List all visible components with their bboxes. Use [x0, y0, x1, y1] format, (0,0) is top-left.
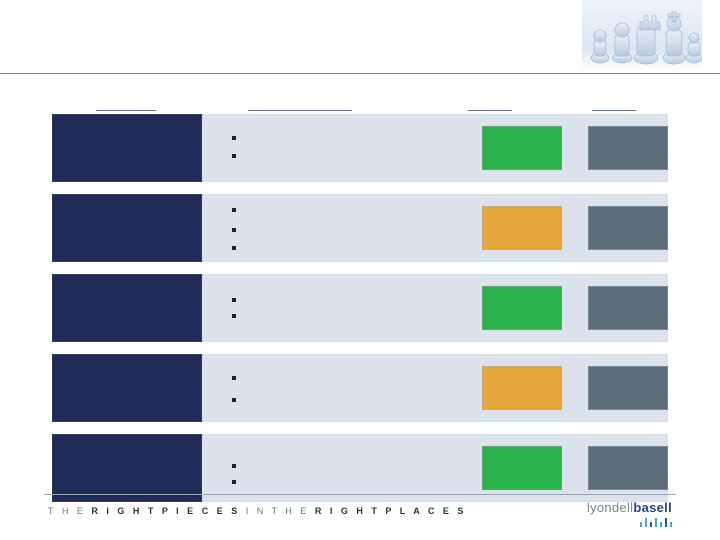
bullet-icon [232, 154, 236, 158]
category-cell [52, 274, 202, 342]
company-logo: lyondellbasell [587, 500, 672, 515]
column-header-underline [248, 110, 352, 111]
bullet-icon [232, 298, 236, 302]
column-header-underline [592, 110, 636, 111]
table-row [52, 114, 668, 182]
category-cell [52, 354, 202, 422]
tagline-part: I N T H E [246, 506, 315, 516]
tagline-part: R I G H T P I E C E S [91, 506, 245, 516]
bullet-icon [232, 464, 236, 468]
category-cell [52, 434, 202, 502]
bullet-icon [232, 246, 236, 250]
bullet-icon [232, 314, 236, 318]
column-header-underline [96, 110, 156, 111]
logo-part-bold: basell [633, 500, 672, 515]
table-row [52, 274, 668, 342]
tagline-part: T H E [48, 506, 91, 516]
bullet-icon [232, 398, 236, 402]
bullet-cell [202, 114, 476, 182]
status-box [482, 206, 562, 250]
logo-tick-marks [640, 518, 672, 527]
status-box [482, 366, 562, 410]
bullet-icon [232, 208, 236, 212]
secondary-box [588, 366, 668, 410]
secondary-box [588, 286, 668, 330]
table-row [52, 354, 668, 422]
category-cell [52, 194, 202, 262]
table-row [52, 194, 668, 262]
secondary-box [588, 206, 668, 250]
column-header-underlines [52, 104, 668, 114]
table-row [52, 434, 668, 502]
chess-pieces-decoration [582, 0, 702, 70]
bullet-icon [232, 376, 236, 380]
bullet-icon [232, 228, 236, 232]
bullet-icon [232, 136, 236, 140]
status-box [482, 446, 562, 490]
logo-part-light: lyondell [587, 500, 633, 515]
assessment-table [52, 104, 668, 502]
header-rule [0, 73, 720, 74]
bullet-cell [202, 274, 476, 342]
bullet-cell [202, 354, 476, 422]
secondary-box [588, 446, 668, 490]
status-box [482, 126, 562, 170]
column-header-underline [468, 110, 512, 111]
footer-rule [44, 494, 676, 495]
category-cell [52, 114, 202, 182]
tagline: T H E R I G H T P I E C E S I N T H E R … [48, 506, 466, 516]
secondary-box [588, 126, 668, 170]
bullet-cell [202, 194, 476, 262]
bullet-cell [202, 434, 476, 502]
tagline-part: R I G H T P L A C E S [315, 506, 467, 516]
bullet-icon [232, 480, 236, 484]
status-box [482, 286, 562, 330]
